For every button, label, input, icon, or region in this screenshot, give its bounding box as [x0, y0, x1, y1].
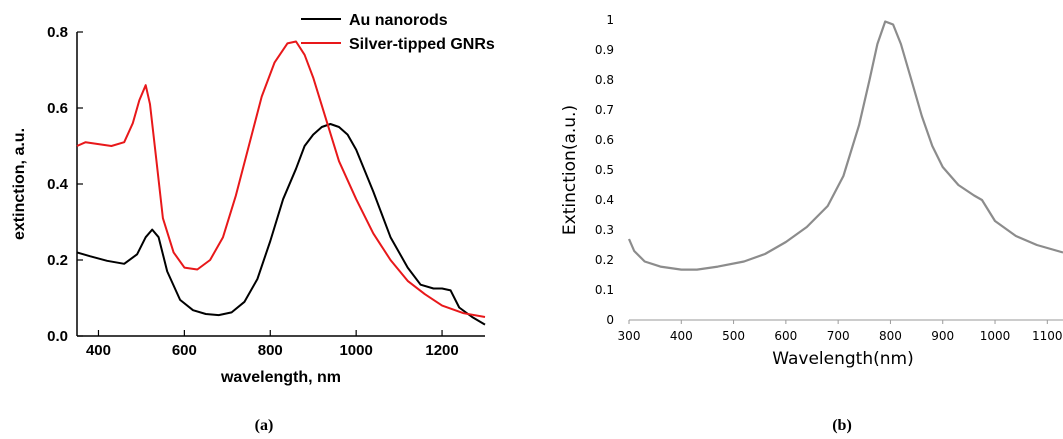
panel-a-ytick-label: 0.6 [47, 100, 68, 117]
panel-b-xtick-label: 700 [827, 329, 850, 343]
panel-a-lines [76, 40, 486, 326]
panel-b-ytick-label: 0.8 [595, 73, 614, 87]
panel-b-xtick-label: 600 [774, 329, 797, 343]
panel-b-ytick-label: 0.5 [595, 163, 614, 177]
panel-b-xtick-label: 800 [879, 329, 902, 343]
panel-b-ytick-label: 0.4 [595, 193, 614, 207]
legend-label-au: Au nanorods [349, 12, 448, 29]
panel-a-ytick-label: 0.0 [47, 328, 68, 345]
panel-a: 400 600 800 1000 1200 0.0 0.2 0.4 0.6 0.8 extinct… [11, 12, 495, 434]
panel-b-lines [627, 20, 1063, 271]
panel-b-xtick-label: 900 [931, 329, 954, 343]
panel-b-ytick-label: 0.1 [595, 283, 614, 297]
panel-b-extinction-line [627, 20, 1063, 271]
panel-a-caption: (a) [255, 417, 274, 434]
series-au-nanorods-line [76, 123, 486, 326]
panel-a-xtick-label: 400 [86, 342, 111, 359]
panel-b-xtick-label: 500 [722, 329, 745, 343]
series-silver-tipped-gnrs-line [76, 40, 486, 318]
panel-b: 300 400 500 600 700 800 900 1000 1100 0 0.1 0.2 0.3 0… [560, 13, 1063, 434]
panel-b-xtick-label: 1000 [980, 329, 1011, 343]
panel-b-ytick-label: 0.2 [595, 253, 614, 267]
panel-b-xlabel: Wavelength(nm) [772, 349, 913, 369]
panel-b-ylabel: Extinction(a.u.) [560, 105, 580, 235]
panel-a-ylabel: extinction, a.u. [11, 128, 28, 240]
panel-a-xtick-label: 1000 [339, 342, 372, 359]
panel-b-marks: 300 400 500 600 700 800 900 1000 1100 0 0.1 0.2 0.3 0… [595, 13, 1063, 343]
panel-b-ytick-label: 0 [606, 313, 614, 327]
panel-b-ytick-label: 1 [606, 13, 614, 27]
panel-b-xtick-label: 300 [618, 329, 641, 343]
panel-b-ytick-label: 0.7 [595, 103, 614, 117]
panel-a-xtick-label: 600 [172, 342, 197, 359]
panel-a-ytick-label: 0.2 [47, 252, 68, 269]
panel-b-xtick-label: 400 [670, 329, 693, 343]
panel-a-ytick-label: 0.8 [47, 24, 68, 41]
panel-b-ytick-label: 0.3 [595, 223, 614, 237]
panel-b-ytick-label: 0.6 [595, 133, 614, 147]
panel-b-ytick-label: 0.9 [595, 43, 614, 57]
panel-a-legend: Au nanorods Silver-tipped GNRs [301, 12, 495, 53]
panel-b-caption: (b) [832, 417, 852, 434]
panel-a-xtick-label: 1200 [425, 342, 458, 359]
panel-a-xlabel: wavelength, nm [220, 369, 341, 386]
panel-b-xtick-label: 1100 [1032, 329, 1063, 343]
panel-a-ytick-label: 0.4 [47, 176, 69, 193]
legend-label-silver: Silver-tipped GNRs [349, 36, 495, 53]
panel-a-xtick-label: 800 [258, 342, 283, 359]
panel-a-marks: 400 600 800 1000 1200 0.0 0.2 0.4 0.6 0.8 [47, 24, 459, 359]
